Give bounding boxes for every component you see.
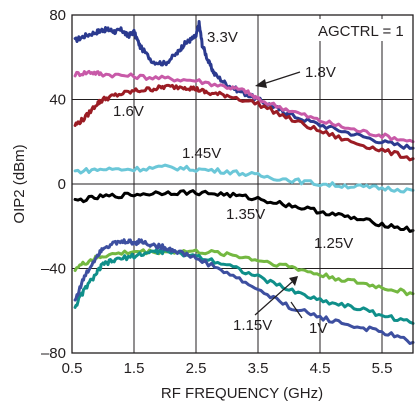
agctrl-label-bg (313, 19, 409, 41)
y-tick-label: 80 (49, 7, 66, 24)
series-line-1-15v (73, 248, 415, 325)
series-line-1-25v (73, 248, 415, 297)
y-tick-label: 0 (58, 176, 66, 193)
x-tick-label: 3.5 (248, 360, 269, 377)
series-line-1v (73, 238, 415, 345)
label-3-3v: 3.3V (207, 29, 238, 46)
arrowhead-1-15v (289, 276, 298, 286)
label-1-6v: 1.6V (113, 103, 144, 120)
agctrl-label: AGCTRL = 1 (318, 23, 404, 40)
label-1-15v: 1.15V (233, 317, 272, 334)
arrowhead-1-8v (255, 79, 267, 88)
arrow-1-15v (254, 281, 293, 316)
arrow-1v (290, 301, 303, 319)
x-axis-label: RF FREQUENCY (GHz) (161, 385, 323, 402)
y-tick-label: –40 (41, 261, 66, 278)
tick-labels: 0.5 1.5 2.5 3.5 4.5 5.5 –80 –40 0 40 80 (41, 7, 392, 377)
series-line-1-35v (73, 189, 415, 233)
label-1v: 1V (309, 320, 327, 337)
label-1-35v: 1.35V (226, 206, 265, 223)
label-1-45v: 1.45V (182, 145, 221, 162)
curves (73, 20, 415, 345)
series-line-1-8v (73, 69, 415, 144)
plot-frame (71, 14, 414, 354)
x-tick-label: 5.5 (372, 360, 393, 377)
arrow-1-8v (262, 71, 301, 85)
series-line-1-6v (73, 83, 415, 162)
grid (72, 15, 413, 353)
y-tick-label: –80 (41, 345, 66, 362)
x-tick-label: 0.5 (62, 360, 83, 377)
x-tick-label: 1.5 (124, 360, 145, 377)
x-tick-label: 2.5 (186, 360, 207, 377)
series-line-1-45v (73, 163, 415, 194)
y-tick-label: 40 (49, 92, 66, 109)
y-axis-label: OIP2 (dBm) (11, 144, 28, 223)
x-tick-label: 4.5 (310, 360, 331, 377)
label-1-8v: 1.8V (305, 64, 336, 81)
label-1-25v: 1.25V (314, 235, 353, 252)
